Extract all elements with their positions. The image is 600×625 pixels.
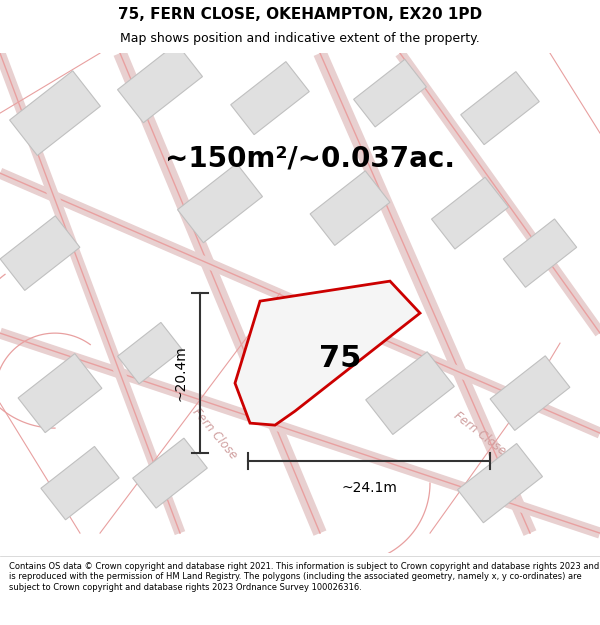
Polygon shape bbox=[235, 281, 420, 425]
Polygon shape bbox=[353, 59, 427, 127]
Text: Contains OS data © Crown copyright and database right 2021. This information is : Contains OS data © Crown copyright and d… bbox=[9, 562, 599, 591]
Text: Fern Close: Fern Close bbox=[451, 409, 509, 458]
Text: ~150m²/~0.037ac.: ~150m²/~0.037ac. bbox=[165, 144, 455, 172]
Polygon shape bbox=[0, 216, 80, 291]
Text: Fern Close: Fern Close bbox=[190, 405, 240, 461]
Polygon shape bbox=[310, 171, 390, 246]
Polygon shape bbox=[18, 354, 102, 432]
Text: ~20.4m: ~20.4m bbox=[174, 345, 188, 401]
Polygon shape bbox=[231, 62, 309, 134]
Text: ~24.1m: ~24.1m bbox=[341, 481, 397, 495]
Text: 75, FERN CLOSE, OKEHAMPTON, EX20 1PD: 75, FERN CLOSE, OKEHAMPTON, EX20 1PD bbox=[118, 8, 482, 22]
Polygon shape bbox=[461, 72, 539, 144]
Text: 75: 75 bbox=[319, 344, 361, 372]
Text: Map shows position and indicative extent of the property.: Map shows position and indicative extent… bbox=[120, 32, 480, 45]
Polygon shape bbox=[245, 311, 335, 396]
Polygon shape bbox=[178, 164, 262, 242]
Polygon shape bbox=[118, 322, 182, 384]
Polygon shape bbox=[41, 446, 119, 520]
Polygon shape bbox=[503, 219, 577, 288]
Polygon shape bbox=[490, 356, 570, 431]
Polygon shape bbox=[10, 71, 100, 156]
Polygon shape bbox=[118, 44, 202, 122]
Polygon shape bbox=[458, 444, 542, 522]
Polygon shape bbox=[431, 177, 508, 249]
Polygon shape bbox=[366, 352, 454, 434]
Polygon shape bbox=[133, 438, 208, 508]
